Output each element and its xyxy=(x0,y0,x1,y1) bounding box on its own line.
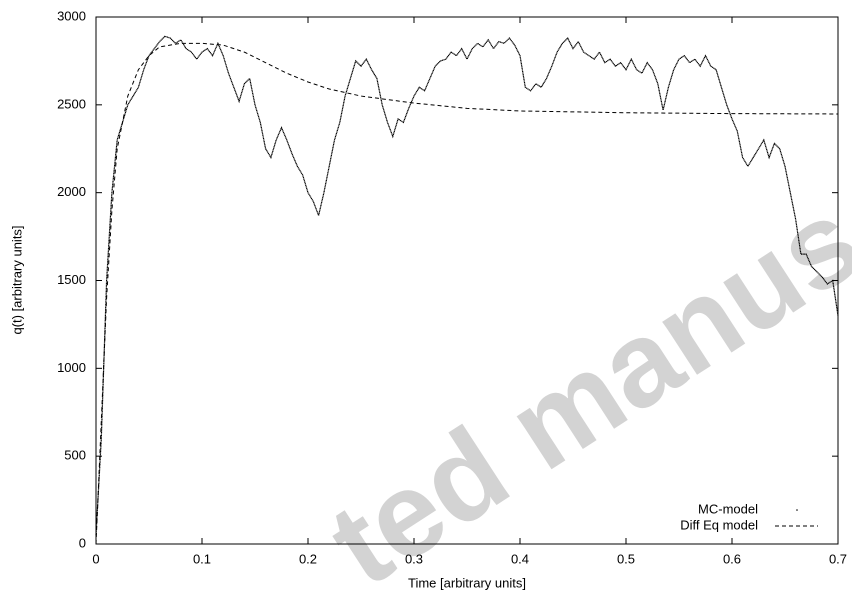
x-axis-label: Time [arbitrary units] xyxy=(408,575,526,590)
y-tick-label: 2000 xyxy=(57,184,86,199)
y-tick-label: 1000 xyxy=(57,360,86,375)
y-tick-label: 500 xyxy=(64,448,86,463)
x-tick-label: 0.3 xyxy=(405,551,423,566)
x-tick-label: 0.2 xyxy=(299,551,317,566)
y-tick-label: 0 xyxy=(79,535,86,550)
series-line xyxy=(95,42,839,545)
series-line xyxy=(95,35,839,536)
x-tick-label: 0.1 xyxy=(193,551,211,566)
x-tick-label: 0.5 xyxy=(617,551,635,566)
x-tick-label: 0 xyxy=(92,551,99,566)
x-tick-label: 0.4 xyxy=(511,551,529,566)
legend-label: Diff Eq model xyxy=(680,517,758,532)
y-tick-label: 2500 xyxy=(57,96,86,111)
watermark: ted manus xyxy=(307,173,852,597)
y-axis-label: q(t) [arbitrary units] xyxy=(9,225,24,334)
y-tick-label: 3000 xyxy=(57,8,86,23)
y-tick-label: 1500 xyxy=(57,272,86,287)
x-tick-label: 0.6 xyxy=(723,551,741,566)
legend-label: MC-model xyxy=(698,501,758,516)
x-tick-label: 0.7 xyxy=(829,551,847,566)
legend-symbol xyxy=(796,509,798,511)
